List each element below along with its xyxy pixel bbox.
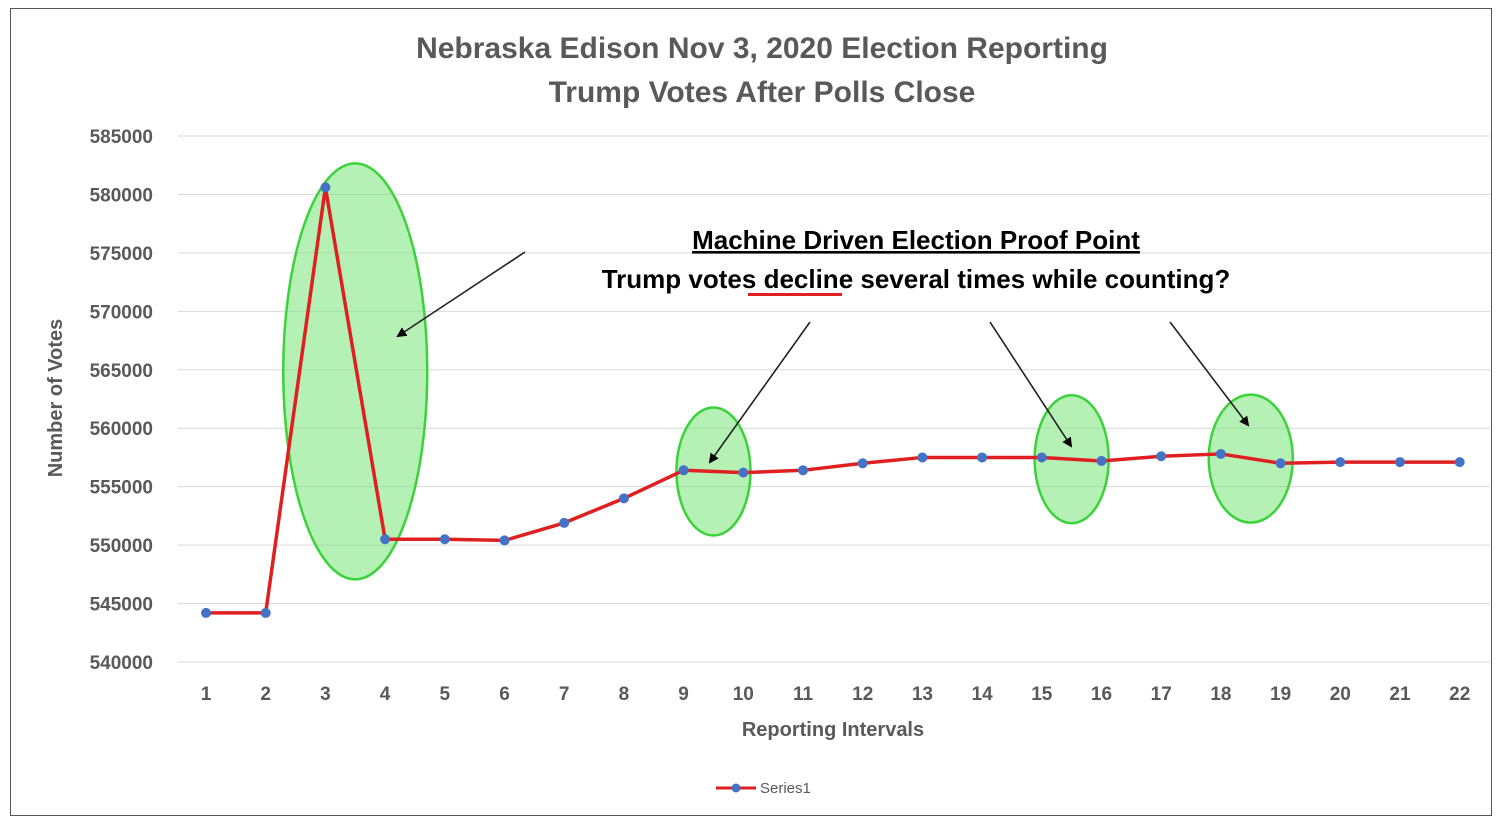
x-tick-label: 22	[1449, 684, 1470, 705]
x-tick-label: 7	[559, 684, 570, 705]
data-point	[798, 465, 808, 476]
data-point	[380, 534, 391, 545]
series-line-path	[206, 185, 1460, 615]
x-tick-label: 4	[380, 684, 391, 705]
data-point	[260, 607, 271, 618]
y-axis-label: Number of Votes	[45, 319, 67, 478]
chart-title-line1: Nebraska Edison Nov 3, 2020 Election Rep…	[416, 32, 1108, 65]
x-tick-label: 14	[972, 684, 994, 705]
x-tick-label: 13	[912, 684, 933, 705]
series-line	[206, 185, 1460, 615]
y-tick-label: 550000	[90, 536, 153, 557]
data-point	[678, 465, 689, 476]
x-tick-label: 6	[499, 684, 510, 705]
data-point	[559, 517, 570, 528]
chart-title-line2: Trump Votes After Polls Close	[549, 76, 976, 109]
y-tick-label: 570000	[90, 302, 153, 323]
annotation-text-before: Trump votes	[602, 264, 764, 294]
arrow-to-interval-15-16	[989, 321, 1073, 448]
data-point	[1275, 458, 1286, 469]
annotation-heading: Machine Driven Election Proof Point	[692, 225, 1140, 255]
data-point	[1335, 457, 1346, 468]
data-point	[917, 452, 928, 463]
x-tick-label: 20	[1330, 684, 1351, 705]
legend: Series1	[716, 780, 811, 797]
x-tick-label: 10	[733, 684, 754, 705]
y-tick-label: 575000	[90, 244, 153, 265]
data-point	[857, 458, 868, 469]
x-tick-label: 15	[1031, 684, 1053, 705]
x-axis-label: Reporting Intervals	[742, 719, 924, 741]
data-point	[1215, 448, 1226, 459]
x-tick-label: 11	[793, 684, 814, 705]
data-point	[320, 182, 331, 193]
arrow-to-interval-9-10	[708, 321, 811, 464]
x-tick-label: 21	[1389, 684, 1411, 705]
data-point	[618, 493, 629, 504]
data-point	[738, 467, 749, 478]
data-point	[1036, 452, 1047, 463]
data-point	[1395, 457, 1405, 468]
x-tick-label: 17	[1151, 684, 1172, 705]
legend-marker-swatch	[731, 783, 741, 793]
x-tick-label: 2	[260, 684, 271, 705]
y-tick-label: 580000	[90, 185, 153, 206]
data-point	[439, 534, 450, 545]
x-tick-labels: 1 2 3 4 5 6 7 8 9 10 11 12 13 14 15 16 17 18 19 20 21 22	[201, 684, 1471, 705]
x-tick-label: 9	[678, 684, 689, 705]
y-tick-label: 560000	[90, 419, 153, 440]
data-point	[201, 607, 211, 618]
x-tick-label: 5	[440, 684, 451, 705]
y-tick-label: 545000	[90, 595, 153, 616]
series-markers	[201, 182, 1465, 618]
legend-label: Series1	[760, 780, 811, 797]
data-point	[499, 535, 510, 546]
x-tick-label: 18	[1210, 684, 1231, 705]
x-tick-label: 8	[619, 684, 630, 705]
y-tick-label: 555000	[90, 478, 153, 499]
data-point	[1156, 451, 1167, 462]
arrow-to-interval-18-19	[1169, 321, 1250, 427]
y-tick-label: 585000	[90, 127, 153, 148]
x-tick-label: 3	[320, 684, 331, 705]
x-tick-label: 19	[1270, 684, 1291, 705]
annotation-text: Trump votes decline several times while …	[602, 264, 1231, 294]
data-point	[1096, 455, 1107, 466]
annotation-emph-decline: decline	[764, 264, 854, 294]
y-tick-label: 540000	[90, 653, 153, 674]
x-tick-label: 16	[1091, 684, 1112, 705]
arrow-to-interval-3-4	[396, 251, 526, 338]
annotation-text-after: several times while counting?	[853, 264, 1230, 294]
decline-underline	[748, 293, 842, 296]
x-tick-label: 1	[201, 684, 212, 705]
y-tick-labels: 585000 580000 575000 570000 565000 560000 5550…	[90, 127, 153, 674]
data-point	[1454, 457, 1465, 468]
data-point	[977, 452, 988, 463]
x-tick-label: 12	[852, 684, 873, 705]
y-tick-label: 565000	[90, 361, 153, 382]
